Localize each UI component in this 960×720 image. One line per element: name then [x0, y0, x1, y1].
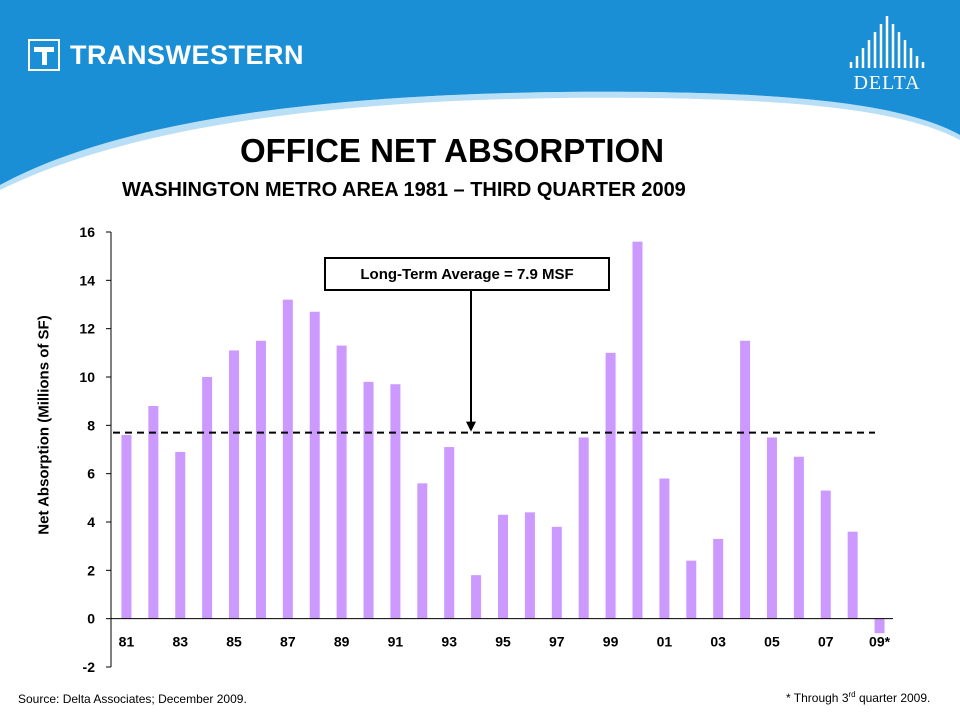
bar-05	[766, 437, 777, 619]
bar-03	[713, 538, 724, 619]
y-tick-label: 16	[79, 224, 95, 240]
y-tick-label: 12	[79, 321, 95, 337]
bar-01	[659, 478, 670, 619]
bar-83	[175, 451, 186, 619]
banner-highlight	[0, 91, 960, 190]
bar-95	[498, 514, 508, 619]
page-subtitle: WASHINGTON METRO AREA 1981 – THIRD QUART…	[122, 179, 686, 201]
y-tick-label: 8	[87, 417, 95, 433]
bar-87	[282, 299, 293, 619]
footnote-sup: rd	[848, 690, 856, 699]
x-tick-label: 83	[172, 634, 188, 650]
x-tick-label: 87	[280, 634, 296, 650]
y-tick-label: 4	[87, 514, 95, 530]
bar-92	[417, 483, 428, 619]
transwestern-t-icon	[28, 39, 60, 71]
delta-logo: DELTA	[838, 12, 936, 94]
bar-91	[390, 384, 401, 619]
banner-shape	[0, 0, 960, 185]
bar-90	[363, 381, 374, 619]
x-tick-label: 99	[603, 634, 619, 650]
bar-00	[632, 241, 643, 619]
source-note: Source: Delta Associates; December 2009.	[18, 692, 247, 706]
x-tick-label: 89	[334, 634, 350, 650]
bar-84	[202, 377, 213, 619]
footnote-suffix: quarter 2009.	[855, 691, 931, 705]
x-tick-label: 85	[226, 634, 242, 650]
bar-07	[820, 490, 831, 619]
annotation-box	[324, 257, 610, 291]
x-tick-label: 95	[495, 634, 511, 650]
y-tick-label: 2	[87, 562, 95, 578]
bar-08	[847, 531, 858, 619]
transwestern-logo: TRANSWESTERN	[28, 38, 304, 72]
x-tick-label: 81	[119, 634, 135, 650]
delta-pyramid-icon	[849, 16, 925, 68]
x-tick-label: 05	[764, 634, 780, 650]
bar-81	[121, 435, 132, 619]
header-banner	[0, 0, 960, 190]
footnote-prefix: * Through 3	[786, 691, 849, 705]
bar-04	[740, 340, 751, 619]
y-tick-label: 14	[79, 272, 95, 288]
x-tick-label: 97	[549, 634, 565, 650]
delta-logo-text: DELTA	[853, 72, 921, 94]
bar-89	[336, 345, 347, 619]
bar-96	[524, 512, 535, 619]
x-tick-label: 01	[657, 634, 673, 650]
x-tick-label: 03	[710, 634, 726, 650]
bar-97	[551, 526, 562, 619]
footnote: * Through 3rd quarter 2009.	[786, 690, 930, 705]
x-tick-label: 07	[818, 634, 834, 650]
bar-02	[686, 560, 697, 619]
annotation-arrow-head	[466, 421, 476, 432]
y-axis-label: Net Absorption (Millions of SF)	[35, 315, 53, 535]
bar-88	[309, 311, 320, 619]
x-tick-label: 93	[441, 634, 457, 650]
y-tick-label: 6	[87, 466, 95, 482]
y-tick-label: 0	[87, 611, 95, 627]
bar-86	[255, 340, 266, 619]
x-tick-label: 91	[388, 634, 404, 650]
bar-93	[444, 447, 455, 619]
bar-82	[148, 406, 159, 619]
annotation-text: Long-Term Average = 7.9 MSF	[360, 266, 573, 283]
bar-09*	[874, 618, 885, 634]
y-tick-label: -2	[83, 659, 96, 675]
y-tick-label: 10	[79, 369, 95, 385]
transwestern-logo-text: TRANSWESTERN	[70, 39, 304, 70]
page-title: OFFICE NET ABSORPTION	[239, 132, 665, 169]
bar-94	[471, 575, 482, 619]
bar-98	[578, 437, 589, 619]
bar-85	[229, 350, 240, 619]
bar-99	[605, 352, 616, 619]
x-tick-label: 09*	[869, 634, 891, 650]
bar-06	[793, 456, 804, 619]
